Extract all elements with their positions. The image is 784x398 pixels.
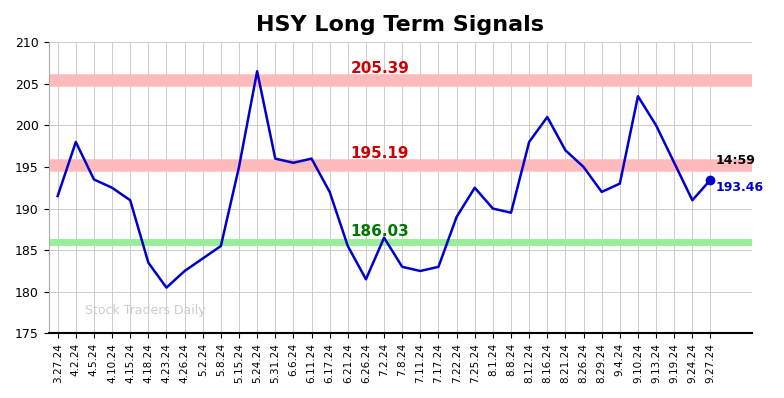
Text: 205.39: 205.39 [350, 61, 409, 76]
Title: HSY Long Term Signals: HSY Long Term Signals [256, 15, 544, 35]
Text: 193.46: 193.46 [716, 181, 764, 195]
Text: 14:59: 14:59 [716, 154, 756, 167]
Text: 186.03: 186.03 [350, 224, 409, 239]
Text: Stock Traders Daily: Stock Traders Daily [85, 304, 205, 317]
Text: 195.19: 195.19 [350, 146, 409, 161]
